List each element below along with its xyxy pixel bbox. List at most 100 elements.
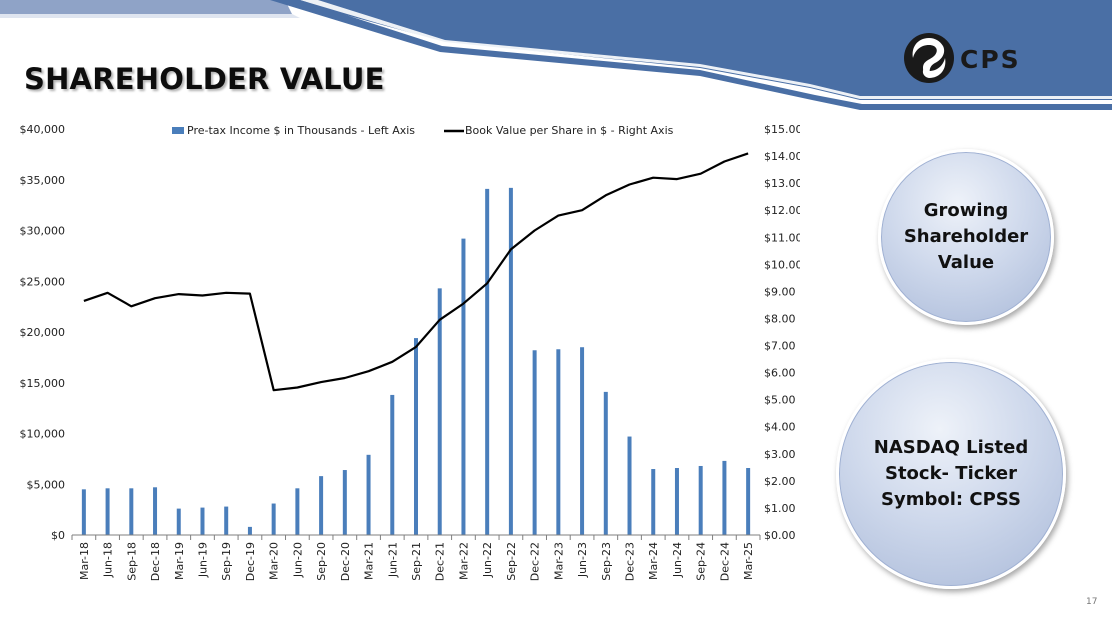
- bubble-2-text: NASDAQ Listed Stock- Ticker Symbol: CPSS: [873, 437, 1029, 510]
- right-tick-label: $15.00: [764, 123, 800, 136]
- bar-jun-23: [580, 347, 585, 535]
- bar-dec-23: [627, 436, 632, 535]
- growing-shareholder-value-bubble: Growing Shareholder Value: [878, 149, 1054, 325]
- right-tick-label: $4.00: [764, 421, 796, 434]
- x-axis: Mar-18 Jun-18 Sep-18 Dec-18 Mar-19 Jun-19 Sep-…: [71, 534, 761, 581]
- bar-sep-18: [129, 488, 134, 535]
- bar-mar-20: [271, 503, 276, 535]
- right-tick-label: $7.00: [764, 340, 796, 353]
- left-tick-label: $20,000: [20, 326, 66, 339]
- bar-sep-19: [224, 506, 229, 535]
- x-tick-label: Dec-22: [529, 542, 542, 581]
- bar-mar-21: [366, 454, 371, 535]
- legend-bar-label: Pre-tax Income $ in Thousands - Left Axi…: [187, 124, 415, 137]
- x-tick-label: Dec-24: [718, 542, 731, 581]
- cps-logo: CPS: [903, 30, 1043, 86]
- left-tick-label: $40,000: [20, 123, 66, 136]
- chart: Pre-tax Income $ in Thousands - Left Axi…: [20, 123, 801, 581]
- x-tick-label: Dec-19: [244, 542, 257, 581]
- x-tick-label: Mar-19: [173, 542, 186, 580]
- legend-bar-swatch: [172, 127, 184, 134]
- bar-sep-22: [508, 187, 513, 535]
- x-tick-label: Mar-24: [647, 542, 660, 580]
- legend-line-label: Book Value per Share in $ - Right Axis: [465, 124, 674, 137]
- bar-mar-23: [556, 349, 561, 535]
- bar-jun-20: [295, 488, 300, 535]
- bar-dec-21: [437, 288, 442, 535]
- right-tick-label: $9.00: [764, 285, 796, 298]
- cps-logo-text: CPS: [960, 45, 1021, 74]
- x-tick-label: Mar-22: [457, 542, 470, 580]
- left-tick-label: $10,000: [20, 428, 66, 441]
- right-tick-label: $5.00: [764, 394, 796, 407]
- right-tick-label: $13.00: [764, 177, 800, 190]
- right-axis: $0.00 $1.00 $2.00 $3.00 $4.00 $5.00 $6.00 $7.00…: [764, 123, 800, 542]
- x-tick-label: Mar-21: [363, 542, 376, 580]
- x-tick-label: Dec-20: [339, 542, 352, 581]
- x-tick-label: Mar-20: [268, 542, 281, 580]
- right-tick-label: $8.00: [764, 312, 796, 325]
- right-tick-label: $14.00: [764, 150, 800, 163]
- banner-light-band: [0, 0, 292, 14]
- left-tick-label: $15,000: [20, 377, 66, 390]
- bar-sep-23: [603, 391, 608, 535]
- x-tick-label: Sep-20: [315, 542, 328, 581]
- x-tick-label: Jun-18: [102, 542, 115, 578]
- nasdaq-listed-bubble: NASDAQ Listed Stock- Ticker Symbol: CPSS: [836, 359, 1066, 589]
- x-tick-label: Dec-18: [149, 542, 162, 581]
- x-tick-label: Jun-20: [291, 542, 304, 578]
- left-tick-label: $0: [51, 529, 65, 542]
- right-tick-label: $6.00: [764, 367, 796, 380]
- legend: Pre-tax Income $ in Thousands - Left Axi…: [172, 124, 674, 137]
- x-tick-label: Jun-21: [386, 542, 399, 578]
- x-tick-label: Dec-21: [434, 542, 447, 581]
- bar-dec-20: [342, 470, 347, 535]
- slide-title: SHAREHOLDER VALUE: [24, 62, 385, 96]
- x-tick-label: Jun-24: [671, 542, 684, 578]
- x-tick-label: Sep-23: [600, 542, 613, 581]
- bar-jun-19: [200, 507, 205, 535]
- cps-logo-icon: [904, 33, 954, 83]
- x-tick-label: Mar-25: [742, 542, 755, 580]
- x-tick-label: Sep-22: [505, 542, 518, 581]
- bar-dec-22: [532, 350, 537, 535]
- right-tick-label: $2.00: [764, 475, 796, 488]
- page-number: 17: [1086, 597, 1098, 607]
- line-series: [83, 152, 749, 392]
- x-tick-label: Sep-21: [410, 542, 423, 581]
- bar-mar-19: [176, 508, 181, 535]
- bar-mar-24: [651, 469, 656, 535]
- left-tick-label: $5,000: [27, 478, 66, 491]
- bar-series: [81, 187, 751, 535]
- banner-dark-band: [290, 0, 1112, 100]
- bar-jun-18: [105, 488, 110, 535]
- bar-sep-24: [698, 465, 703, 535]
- x-tick-label: Jun-19: [196, 542, 209, 578]
- left-axis: $0 $5,000 $10,000 $15,000 $20,000 $25,000 $30,…: [20, 123, 66, 542]
- bar-dec-19: [247, 526, 252, 535]
- x-tick-label: Jun-23: [576, 542, 589, 578]
- bar-dec-24: [722, 460, 727, 535]
- bar-mar-22: [461, 238, 466, 535]
- right-tick-label: $3.00: [764, 448, 796, 461]
- left-tick-label: $30,000: [20, 225, 66, 238]
- x-tick-label: Dec-23: [624, 542, 637, 581]
- bubble-1-text: Growing Shareholder Value: [903, 200, 1029, 273]
- left-tick-label: $35,000: [20, 174, 66, 187]
- bar-sep-21: [414, 338, 418, 535]
- bar-mar-18: [81, 489, 86, 535]
- right-tick-label: $10.00: [764, 258, 800, 271]
- bar-jun-22: [485, 188, 490, 535]
- bar-jun-24: [674, 468, 679, 535]
- x-tick-label: Sep-19: [220, 542, 233, 581]
- bar-mar-25: [746, 468, 751, 535]
- bar-sep-20: [319, 476, 324, 535]
- x-tick-label: Mar-18: [78, 542, 91, 580]
- right-tick-label: $0.00: [764, 529, 796, 542]
- right-tick-label: $1.00: [764, 502, 796, 515]
- right-tick-label: $11.00: [764, 231, 800, 244]
- x-tick-label: Sep-18: [125, 542, 138, 581]
- x-tick-label: Jun-22: [481, 542, 494, 578]
